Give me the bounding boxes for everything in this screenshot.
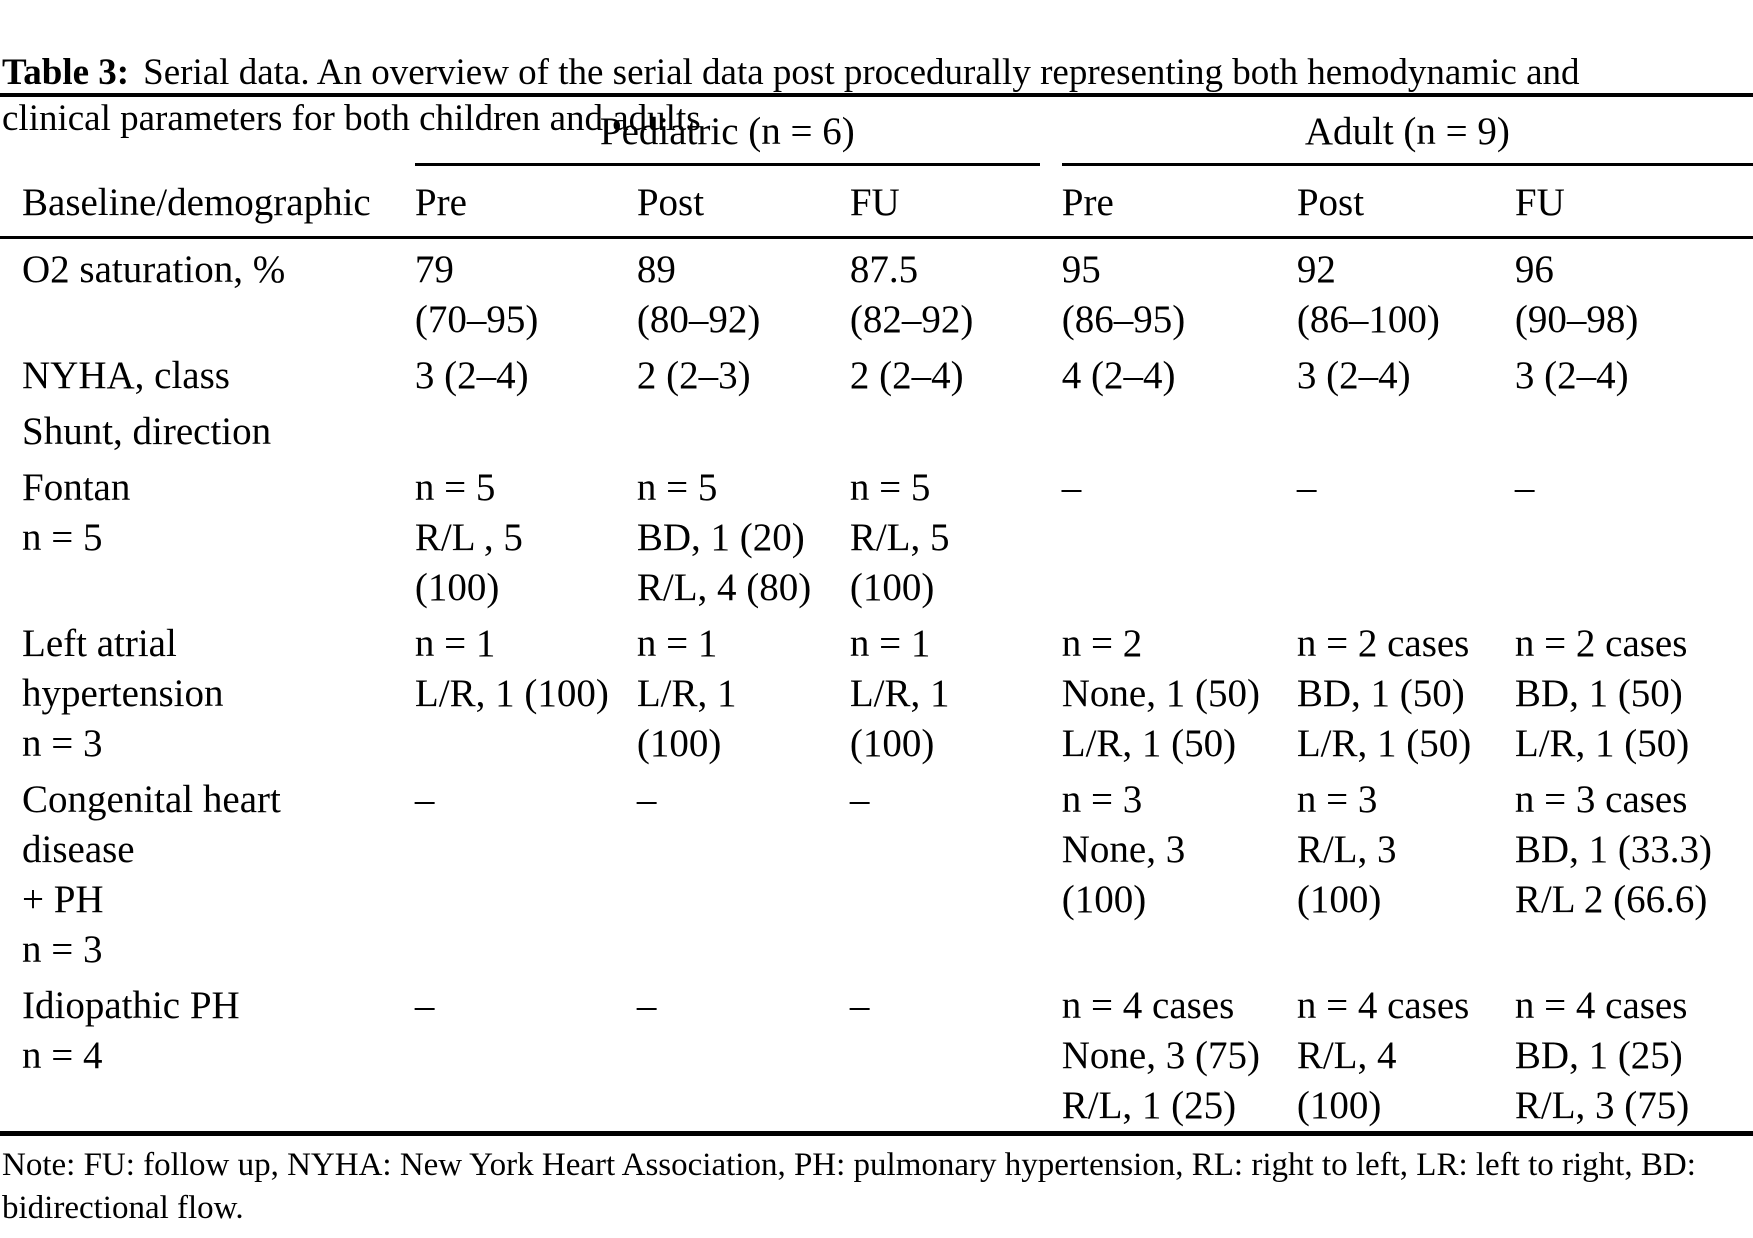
table-row-idiopathic-ph: Idiopathic PH n = 4 – – – n = 4 cases No… [0,975,1753,1134]
cell [850,401,1062,457]
column-header-pediatric-fu: FU [849,166,1062,239]
column-header-adult-pre: Pre [1061,166,1297,239]
table-number-label: Table 3: [2,52,130,93]
cell: 79 (70–95) [414,248,539,341]
table-caption: Table 3: Serial data. An overview of the … [0,0,1753,139]
cell [1515,401,1753,457]
serial-data-table: Pediatric (n = 6) Adult (n = 9) Baseline… [0,93,1753,1136]
cell: n = 5 R/L , 5 (100) [414,466,523,609]
cell: – [1296,466,1317,509]
cell [1297,401,1515,457]
group-header-pediatric: Pediatric (n = 6) [414,95,1062,166]
cell: n = 2 cases BD, 1 (50) L/R, 1 (50) [1296,622,1472,765]
cell: 3 (2–4) [414,354,529,397]
table-caption-text: Serial data. An overview of the serial d… [2,52,1580,139]
cell: 2 (2–3) [636,354,751,397]
group-header-pediatric-label: Pediatric (n = 6) [414,109,1040,166]
cell: n = 5 BD, 1 (20) R/L, 4 (80) [636,466,812,609]
cell: 4 (2–4) [1061,354,1176,397]
cell: n = 4 cases None, 3 (75) R/L, 1 (25) [1061,984,1260,1127]
table-row-nyha-class: NYHA, class 3 (2–4) 2 (2–3) 2 (2–4) 4 (2… [0,345,1753,401]
table-row-shunt-direction: Shunt, direction [0,401,1753,457]
cell: – [636,984,657,1027]
row-label: Idiopathic PH n = 4 [22,984,240,1077]
cell: 95 (86–95) [1061,248,1186,341]
cell: – [414,778,435,821]
cell: – [849,984,870,1027]
cell: n = 1 L/R, 1 (100) [849,622,950,765]
column-header-adult-fu: FU [1514,166,1753,239]
cell: 96 (90–98) [1514,248,1639,341]
cell: n = 2 None, 1 (50) L/R, 1 (50) [1061,622,1260,765]
cell: n = 4 cases R/L, 4 (100) [1296,984,1470,1127]
column-header-adult-post: Post [1296,166,1515,239]
cell: 87.5 (82–92) [849,248,974,341]
group-header-adult: Adult (n = 9) [1061,95,1753,166]
row-label: O2 saturation, % [22,248,286,291]
cell [637,401,850,457]
table-note: Note: FU: follow up, NYHA: New York Hear… [2,1147,1696,1226]
table-row-left-atrial-hypertension: Left atrial hypertension n = 3 n = 1 L/R… [0,613,1753,769]
cell: 92 (86–100) [1296,248,1440,341]
table-row-congenital-heart-disease-ph: Congenital heart disease + PH n = 3 – – … [0,769,1753,975]
cell [1062,401,1297,457]
cell [415,401,637,457]
cell: n = 5 R/L, 5 (100) [849,466,950,609]
cell: n = 3 None, 3 (100) [1061,778,1186,921]
cell: 3 (2–4) [1514,354,1629,397]
row-label: Shunt, direction [22,410,272,453]
group-header-adult-label: Adult (n = 9) [1061,109,1753,166]
row-label: NYHA, class [22,354,230,397]
cell: n = 1 L/R, 1 (100) [636,622,737,765]
column-header-pediatric-pre: Pre [414,166,637,239]
column-header-row: Baseline/demographic Pre Post FU Pre Pos… [0,166,1753,239]
row-label: Left atrial hypertension n = 3 [22,622,224,765]
table-row-o2-saturation: O2 saturation, % 79 (70–95) 89 (80–92) 8… [0,238,1753,346]
column-header-pediatric-post: Post [636,166,850,239]
cell: n = 4 cases BD, 1 (25) R/L, 3 (75) [1514,984,1690,1127]
group-header-row: Pediatric (n = 6) Adult (n = 9) [0,95,1753,166]
table-row-fontan: Fontan n = 5 n = 5 R/L , 5 (100) n = 5 B… [0,457,1753,613]
cell: – [636,778,657,821]
row-label: Congenital heart disease + PH n = 3 [22,778,281,971]
cell: – [414,984,435,1027]
cell: – [1061,466,1082,509]
cell: 89 (80–92) [636,248,761,341]
cell: 2 (2–4) [849,354,964,397]
cell: – [1514,466,1535,509]
cell: 3 (2–4) [1296,354,1411,397]
row-label: Fontan n = 5 [22,466,131,559]
cell: n = 2 cases BD, 1 (50) L/R, 1 (50) [1514,622,1690,765]
cell: n = 3 R/L, 3 (100) [1296,778,1397,921]
cell: n = 1 L/R, 1 (100) [414,622,609,715]
cell: – [849,778,870,821]
column-header-baseline: Baseline/demographic [0,166,415,239]
cell: n = 3 cases BD, 1 (33.3) R/L 2 (66.6) [1514,778,1713,921]
